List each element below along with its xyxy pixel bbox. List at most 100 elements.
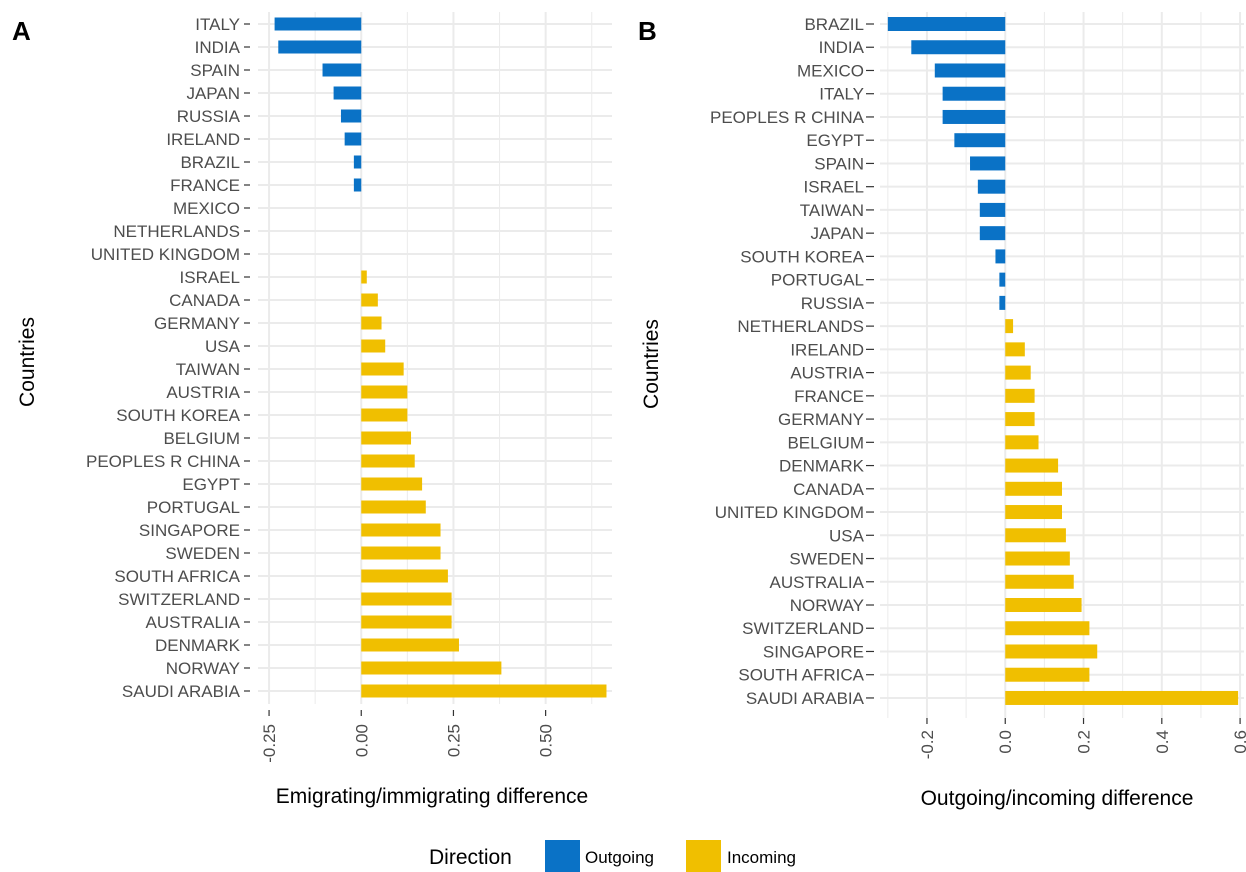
y-tick-label: AUSTRIA bbox=[790, 364, 864, 383]
bar-sweden bbox=[1005, 551, 1070, 566]
y-tick-label: INDIA bbox=[195, 38, 241, 57]
y-tick-label: CANADA bbox=[793, 480, 865, 499]
y-tick-label: JAPAN bbox=[186, 84, 240, 103]
y-tick-label: SPAIN bbox=[814, 154, 864, 173]
y-axis-title: Countries bbox=[16, 317, 39, 407]
bar-netherlands bbox=[1005, 319, 1014, 334]
bar-peoples-r-china bbox=[361, 454, 415, 468]
y-tick-label: SWITZERLAND bbox=[118, 590, 240, 609]
y-tick-label: CANADA bbox=[169, 291, 241, 310]
bar-india bbox=[911, 40, 1006, 55]
bar-saudi-arabia bbox=[361, 684, 607, 698]
y-tick-label: FRANCE bbox=[170, 176, 240, 195]
y-tick-label: IRELAND bbox=[790, 340, 864, 359]
panel-label: A bbox=[12, 16, 31, 46]
y-tick-label: RUSSIA bbox=[801, 294, 865, 313]
y-tick-label: SOUTH KOREA bbox=[740, 247, 864, 266]
bar-saudi-arabia bbox=[1005, 690, 1239, 705]
bar-egypt bbox=[954, 133, 1006, 148]
bar-portugal bbox=[999, 272, 1006, 287]
bar-ireland bbox=[344, 132, 362, 146]
bar-mexico bbox=[934, 63, 1006, 78]
y-tick-label: SINGAPORE bbox=[139, 521, 240, 540]
x-axis-title: Outgoing/incoming difference bbox=[921, 787, 1194, 810]
y-tick-label: ISRAEL bbox=[180, 268, 240, 287]
bar-italy bbox=[942, 86, 1006, 101]
y-tick-label: SPAIN bbox=[190, 61, 240, 80]
y-tick-label: BRAZIL bbox=[180, 153, 240, 172]
y-tick-label: GERMANY bbox=[778, 410, 864, 429]
y-tick-label: DENMARK bbox=[779, 457, 865, 476]
y-tick-label: INDIA bbox=[819, 38, 865, 57]
x-axis-title: Emigrating/immigrating difference bbox=[276, 785, 588, 808]
bar-sweden bbox=[361, 546, 441, 560]
bar-russia bbox=[340, 109, 362, 123]
bar-japan bbox=[979, 226, 1006, 241]
y-tick-label: TAIWAN bbox=[176, 360, 240, 379]
bar-france bbox=[1005, 388, 1035, 403]
bar-united-kingdom bbox=[1005, 505, 1062, 520]
bar-spain bbox=[970, 156, 1006, 171]
y-tick-label: NETHERLANDS bbox=[113, 222, 240, 241]
y-tick-label: NORWAY bbox=[790, 596, 864, 615]
bar-south-africa bbox=[1005, 667, 1090, 682]
y-tick-label: MEXICO bbox=[797, 61, 864, 80]
panel-a: A ITALY INDIA SPAIN JAPAN RUSSIA IRELAND BRAZIL… bbox=[12, 12, 612, 808]
y-tick-label: ITALY bbox=[195, 15, 240, 34]
bar-brazil bbox=[887, 17, 1006, 31]
y-tick-label: MEXICO bbox=[173, 199, 240, 218]
y-tick-label: EGYPT bbox=[182, 475, 240, 494]
y-tick-label: PEOPLES R CHINA bbox=[710, 108, 865, 127]
bar-russia bbox=[999, 295, 1006, 310]
bar-australia bbox=[361, 615, 452, 629]
bar-portugal bbox=[361, 500, 426, 514]
y-tick-label: DENMARK bbox=[155, 636, 241, 655]
bar-switzerland bbox=[1005, 621, 1090, 636]
x-tick-label: 0.2 bbox=[1075, 730, 1094, 754]
bar-germany bbox=[361, 316, 382, 330]
bar-japan bbox=[333, 86, 362, 100]
bar-italy bbox=[274, 17, 362, 31]
bar-south-africa bbox=[361, 569, 448, 583]
bar-brazil bbox=[353, 155, 362, 169]
y-tick-label: ITALY bbox=[819, 85, 864, 104]
bar-spain bbox=[322, 63, 362, 77]
y-tick-label: BRAZIL bbox=[804, 15, 864, 34]
y-tick-label: RUSSIA bbox=[177, 107, 241, 126]
y-tick-label: BELGIUM bbox=[163, 429, 240, 448]
y-tick-label: SWEDEN bbox=[165, 544, 240, 563]
bar-canada bbox=[361, 293, 378, 307]
y-tick-label: USA bbox=[829, 526, 865, 545]
bar-peoples-r-china bbox=[942, 109, 1006, 124]
bar-egypt bbox=[361, 477, 423, 491]
x-tick-label: 0.50 bbox=[537, 724, 556, 757]
bar-norway bbox=[1005, 598, 1082, 612]
y-tick-label: SWITZERLAND bbox=[742, 619, 864, 638]
bar-usa bbox=[1005, 528, 1066, 543]
legend-title: Direction bbox=[429, 846, 512, 869]
y-tick-label: BELGIUM bbox=[787, 433, 864, 452]
x-tick-label: 0.4 bbox=[1153, 730, 1172, 754]
panel-b: B BRAZIL INDIA MEXICO ITALY PEOPLES R CHINA EG… bbox=[638, 12, 1246, 810]
bar-austria bbox=[361, 385, 408, 399]
bar-south-korea bbox=[361, 408, 408, 422]
bar-taiwan bbox=[361, 362, 404, 376]
bar-belgium bbox=[1005, 435, 1039, 450]
bar-india bbox=[278, 40, 362, 54]
y-tick-label: PEOPLES R CHINA bbox=[86, 452, 241, 471]
y-tick-label: ISRAEL bbox=[804, 178, 864, 197]
bar-singapore bbox=[1005, 644, 1098, 659]
bar-taiwan bbox=[979, 202, 1006, 217]
y-tick-label: PORTUGAL bbox=[147, 498, 240, 517]
bar-denmark bbox=[361, 638, 459, 652]
legend: Direction Outgoing Incoming bbox=[429, 840, 796, 872]
bar-canada bbox=[1005, 481, 1062, 496]
bar-singapore bbox=[361, 523, 441, 537]
x-tick-label: 0.6 bbox=[1231, 730, 1246, 754]
y-tick-label: NORWAY bbox=[166, 659, 240, 678]
y-tick-label: IRELAND bbox=[166, 130, 240, 149]
bar-norway bbox=[361, 661, 502, 675]
bar-australia bbox=[1005, 574, 1074, 589]
bar-belgium bbox=[361, 431, 412, 445]
